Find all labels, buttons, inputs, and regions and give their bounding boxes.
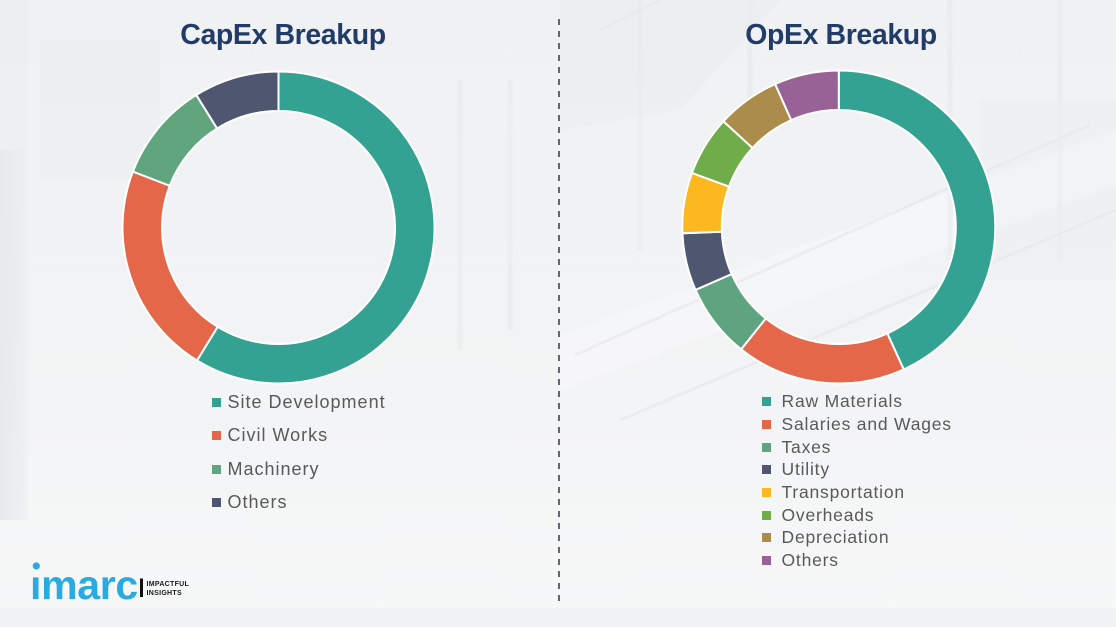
svg-text:INSIGHTS: INSIGHTS [147,590,182,597]
svg-text:ımarc: ımarc [30,562,138,608]
svg-text:IMPACTFUL: IMPACTFUL [147,581,190,588]
